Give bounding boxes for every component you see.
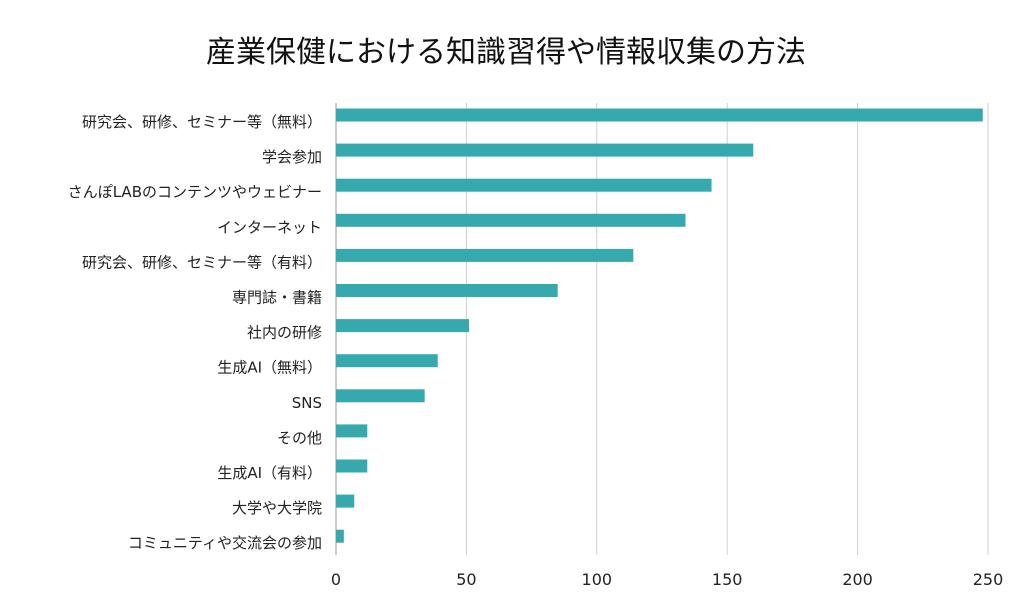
category-label: 社内の研修 xyxy=(247,324,322,342)
x-tick-label: 100 xyxy=(582,570,613,589)
bars xyxy=(336,108,983,543)
bar xyxy=(336,213,686,227)
category-label: 研究会、研修、セミナー等（無料） xyxy=(82,113,322,131)
category-label: 生成AI（無料） xyxy=(217,359,322,377)
bar xyxy=(336,143,754,157)
category-label: コミュニティや交流会の参加 xyxy=(128,534,322,552)
bar xyxy=(336,424,368,438)
bar xyxy=(336,354,438,368)
x-tick-label: 150 xyxy=(712,570,743,589)
bar xyxy=(336,178,712,192)
x-tick-label: 0 xyxy=(331,570,341,589)
chart-title: 産業保健における知識習得や情報収集の方法 xyxy=(206,35,806,70)
category-label: 生成AI（有料） xyxy=(217,464,322,482)
x-tick-label: 250 xyxy=(973,570,1004,589)
bar xyxy=(336,529,344,543)
bar xyxy=(336,494,355,508)
x-tick-label: 50 xyxy=(456,570,476,589)
category-label: さんぽLABのコンテンツやウェビナー xyxy=(68,183,322,201)
category-label: 研究会、研修、セミナー等（有料） xyxy=(82,253,322,271)
bar xyxy=(336,389,425,403)
bar xyxy=(336,319,470,333)
category-label: 学会参加 xyxy=(262,148,322,166)
x-axis-ticks: 0 50 100 150 200 250 xyxy=(331,570,1003,589)
bar xyxy=(336,284,558,297)
x-tick-label: 200 xyxy=(842,570,873,589)
category-label: SNS xyxy=(292,394,322,412)
bar xyxy=(336,108,983,122)
bar xyxy=(336,248,634,262)
category-label: 専門誌・書籍 xyxy=(232,289,322,307)
category-label: 大学や大学院 xyxy=(232,499,322,517)
category-label: インターネット xyxy=(217,218,322,236)
bar xyxy=(336,459,368,473)
category-labels: 研究会、研修、セミナー等（無料） 学会参加さんぽLABのコンテンツやウェビナーイン… xyxy=(68,113,322,552)
category-label: その他 xyxy=(277,429,322,447)
